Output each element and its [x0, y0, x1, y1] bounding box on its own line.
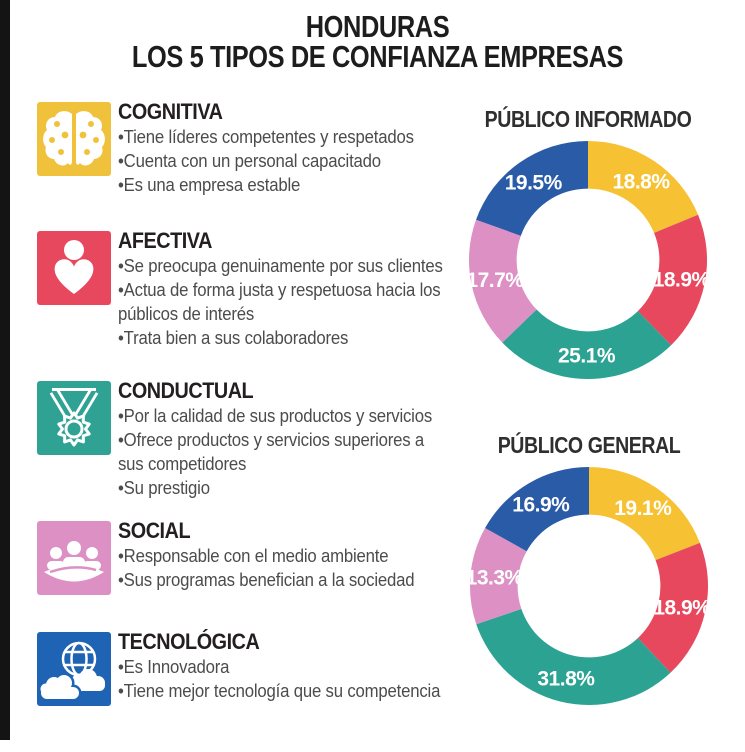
slice-label-3: 17.7%	[468, 269, 524, 292]
left-edge-bar	[0, 0, 10, 740]
bullet-list-afectiva: •Se preocupa genuinamente por sus client…	[118, 254, 453, 350]
donut-slice-0	[589, 467, 700, 561]
bullet-item: •Es una empresa estable	[118, 175, 301, 195]
bullet-list-conductual: •Por la calidad de sus productos y servi…	[118, 404, 453, 500]
slice-label-2: 31.8%	[537, 668, 595, 691]
people-group-icon	[44, 541, 104, 582]
slice-label-1: 18.9%	[653, 596, 709, 619]
section-title-cognitiva: COGNITIVA	[118, 99, 223, 124]
bullet-list-cognitiva: •Tiene líderes competentes y respetados •…	[118, 125, 453, 197]
donut-slice-1	[637, 542, 708, 673]
donut-slice-3	[470, 528, 527, 625]
bullet-item: •Su prestigio	[118, 478, 210, 498]
afectiva-icon-tile	[37, 231, 111, 305]
bullet-item: •Responsable con el medio ambiente	[118, 546, 389, 566]
bullet-list-social: •Responsable con el medio ambiente •Sus p…	[118, 544, 453, 592]
section-cognitiva: COGNITIVA •Tiene líderes competentes y r…	[37, 100, 457, 197]
section-conductual: CONDUCTUAL •Por la calidad de sus produc…	[37, 379, 457, 500]
donut-slice-2	[502, 309, 672, 379]
cognitiva-icon-tile	[37, 102, 111, 176]
medal-icon	[49, 388, 99, 447]
donut-chart-publico-informado: 18.8% 18.9% 25.1% 17.7% 19.5%	[466, 141, 711, 379]
bullet-item: •Cuenta con un personal capacitado	[118, 151, 381, 171]
section-title-afectiva: AFECTIVA	[118, 228, 212, 253]
section-afectiva: AFECTIVA •Se preocupa genuinamente por s…	[37, 229, 457, 350]
bullet-item: •Trata bien a sus colaboradores	[118, 328, 349, 348]
bullet-item: •Sus programas benefician a la sociedad	[118, 570, 415, 590]
bullet-item: •Actua de forma justa y respetuosa hacia…	[118, 280, 441, 324]
brain-icon	[43, 111, 105, 166]
social-icon-tile	[37, 521, 111, 595]
tecnologica-icon-tile	[37, 632, 111, 706]
slice-label-0: 19.1%	[614, 497, 672, 520]
bullet-item: •Por la calidad de sus productos y servi…	[118, 406, 433, 426]
page-title: HONDURAS LOS 5 TIPOS DE CONFIANZA EMPRES…	[76, 9, 679, 74]
bullet-item: •Tiene líderes competentes y respetados	[118, 127, 414, 147]
chart-title-publico-informado: PÚBLICO INFORMADO	[484, 106, 692, 132]
page-title-line2: LOS 5 TIPOS DE CONFIANZA EMPRESAS	[131, 39, 624, 74]
bullet-item: •Es Innovadora	[118, 657, 230, 677]
section-title-tecnologica: TECNOLÓGICA	[118, 629, 260, 654]
donut-slice-4	[476, 141, 588, 236]
person-heart-icon	[54, 240, 94, 294]
chart-title-publico-general: PÚBLICO GENERAL	[497, 432, 681, 458]
bullet-item: •Tiene mejor tecnología que su competenc…	[118, 681, 441, 701]
section-tecnologica: TECNOLÓGICA •Es Innovadora •Tiene mejor t…	[37, 629, 457, 706]
slice-label-1: 18.9%	[653, 269, 708, 292]
chart-publico-general: PÚBLICO GENERAL 19.1% 18.9% 31.8% 13.3% 16.9…	[449, 432, 729, 711]
donut-slice-0	[588, 141, 699, 233]
slice-label-4: 16.9%	[512, 493, 570, 516]
donut-slice-2	[476, 608, 671, 705]
section-social: SOCIAL •Responsable con el medio ambient…	[37, 518, 457, 595]
donut-slice-1	[637, 214, 707, 346]
bullet-list-tecnologica: •Es Innovadora •Tiene mejor tecnología qu…	[118, 655, 453, 703]
bullet-item: •Se preocupa genuinamente por sus client…	[118, 256, 443, 276]
globe-cloud-icon	[38, 641, 105, 702]
donut-slice-4	[485, 467, 589, 552]
slice-label-0: 18.8%	[612, 170, 670, 193]
donut-chart-publico-general: 19.1% 18.9% 31.8% 13.3% 16.9%	[466, 467, 712, 705]
donut-slice-3	[469, 219, 537, 343]
page-title-line1: HONDURAS	[305, 9, 450, 44]
slice-label-2: 25.1%	[558, 345, 616, 368]
bullet-item: •Ofrece productos y servicios superiores…	[118, 430, 425, 474]
chart-publico-informado: PÚBLICO INFORMADO 18.8% 18.9% 25.1% 17.7% 19…	[448, 106, 728, 385]
slice-label-3: 13.3%	[469, 567, 524, 590]
section-title-social: SOCIAL	[118, 518, 191, 543]
slice-label-4: 19.5%	[505, 171, 563, 194]
section-title-conductual: CONDUCTUAL	[118, 378, 254, 403]
conductual-icon-tile	[37, 381, 111, 455]
